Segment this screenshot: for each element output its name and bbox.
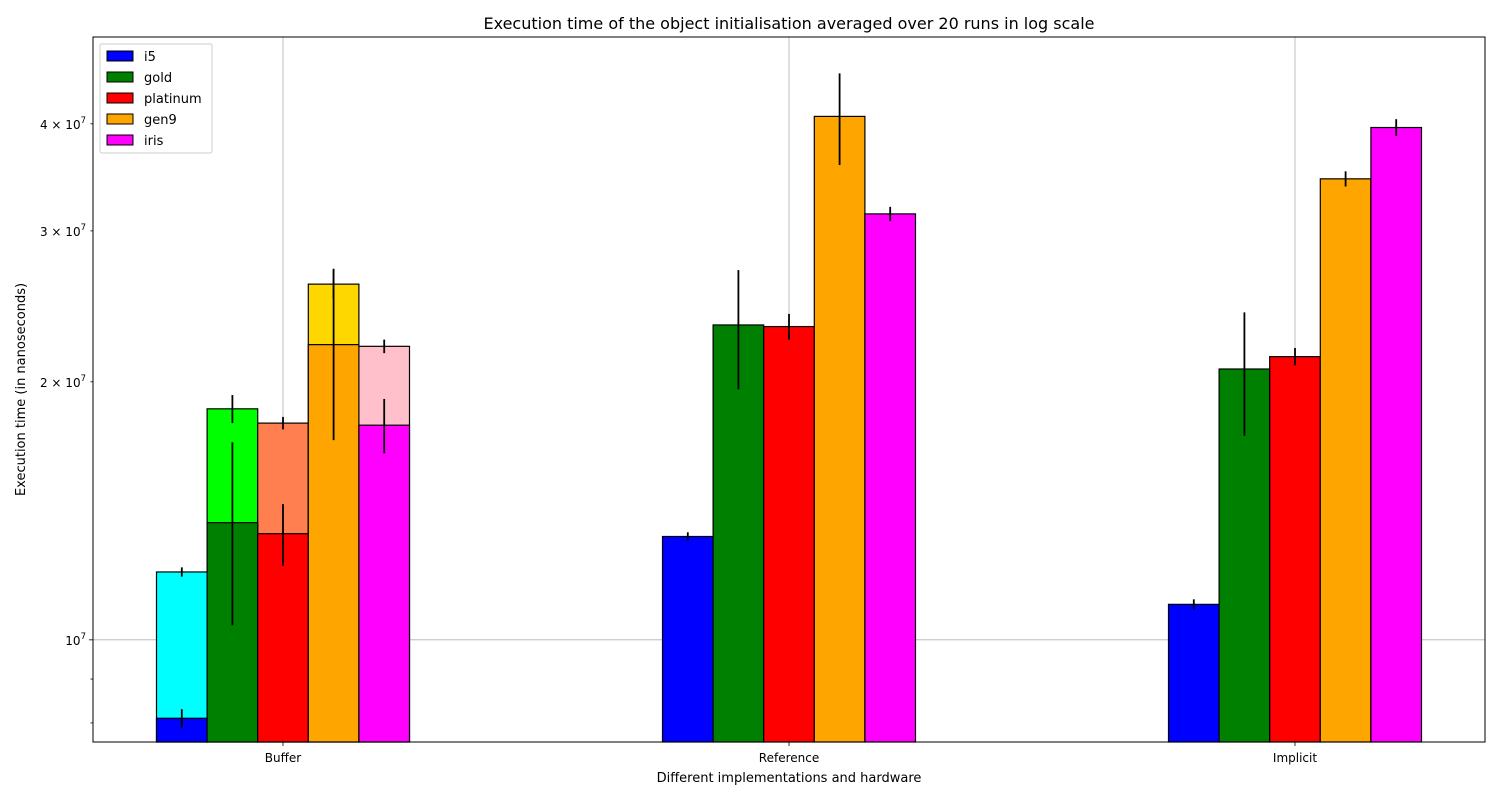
legend-swatch-gen9 [106, 113, 134, 125]
x-tick-label: Reference [759, 751, 819, 765]
bar-iris-implicit [1370, 126, 1423, 743]
legend-label-iris: iris [144, 134, 164, 149]
legend-swatch-gold [106, 71, 134, 83]
axis-ticks: Buffer Reference Implicit 107 2 × 107 3 × 107… [40, 116, 1317, 765]
x-axis-label: Different implementations and hardware [657, 771, 922, 786]
legend-swatch-platinum [106, 92, 134, 104]
bar-platinum-buffer [257, 533, 309, 743]
y-axis-label: Execution time (in nanoseconds) [14, 283, 29, 496]
bar-i5-implicit [1167, 603, 1220, 743]
legend-swatch-i5 [106, 50, 134, 62]
y-tick-label: 4 × 107 [40, 116, 86, 132]
x-tick-label: Buffer [265, 751, 301, 765]
bar-iris-buffer [358, 424, 411, 743]
bar-gen9-reference [813, 115, 866, 743]
bar-gen9-implicit [1319, 178, 1372, 743]
bar-gold-reference [712, 324, 765, 743]
y-tick-label: 3 × 107 [40, 223, 86, 239]
legend: i5 gold platinum gen9 iris [99, 43, 213, 154]
legend-frame [99, 43, 213, 154]
legend-swatch-iris [106, 134, 134, 146]
y-tick-label: 107 [65, 632, 86, 648]
x-tick-label: Implicit [1273, 751, 1317, 765]
bar-platinum-reference [763, 325, 815, 743]
y-tick-label: 2 × 107 [40, 374, 86, 390]
legend-label-gold: gold [144, 71, 172, 86]
bar-i5-reference [661, 535, 714, 743]
bar-platinum-implicit [1269, 356, 1321, 743]
error-bars [180, 73, 1398, 728]
chart-title: Execution time of the object initialisat… [483, 14, 1094, 33]
bar-iris-reference [864, 213, 917, 743]
legend-label-gen9: gen9 [144, 113, 177, 128]
legend-label-i5: i5 [144, 50, 156, 65]
legend-label-platinum: platinum [144, 92, 202, 107]
